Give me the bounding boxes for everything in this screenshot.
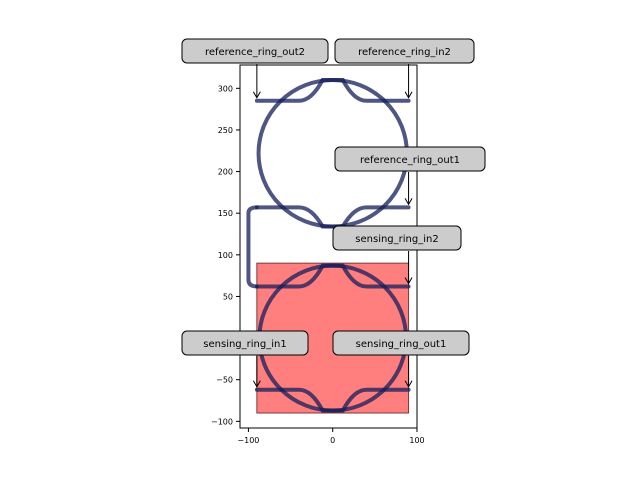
sensing-ring-out1-arrowhead bbox=[404, 380, 413, 388]
y-tick-label: −100 bbox=[211, 417, 233, 426]
sensing-ring-out1-label: sensing_ring_out1 bbox=[356, 339, 447, 350]
y-tick-label: 150 bbox=[218, 209, 233, 218]
bus-waveguide-3 bbox=[254, 263, 411, 289]
reference-ring-out2-label: reference_ring_out2 bbox=[205, 47, 305, 58]
x-tick-label: 100 bbox=[409, 436, 424, 445]
reference-ring-in2-label: reference_ring_in2 bbox=[358, 47, 451, 58]
reference-ring-out1-label-box bbox=[334, 146, 486, 172]
reference-ring-out2-label-box bbox=[181, 38, 329, 64]
reference-ring-in2-label-box bbox=[334, 38, 475, 64]
sensing-ring-in2-label-box bbox=[332, 225, 462, 251]
sensing-ring-in2-label: sensing_ring_in2 bbox=[355, 234, 438, 245]
reference-ring-out1-label: reference_ring_out1 bbox=[360, 155, 460, 166]
sensing-ring-in2-arrowhead bbox=[404, 277, 413, 285]
bus-waveguide-1 bbox=[254, 77, 411, 103]
reference-ring-out2-arrowhead bbox=[252, 91, 261, 99]
bus-waveguide-4 bbox=[254, 387, 411, 413]
sensing-ring-in1-label-box bbox=[181, 330, 309, 356]
y-tick-label: 200 bbox=[218, 168, 233, 177]
bus-waveguide-2 bbox=[254, 205, 411, 229]
y-tick-label: −50 bbox=[216, 376, 233, 385]
y-tick-label: 50 bbox=[223, 292, 233, 301]
connector-waveguide bbox=[246, 205, 259, 289]
sensing-ring-out1-label-box bbox=[332, 330, 470, 356]
sensing-ring-in1-label: sensing_ring_in1 bbox=[203, 339, 286, 350]
x-tick-label: 0 bbox=[330, 436, 335, 445]
reference-ring-out1-arrowhead bbox=[404, 198, 413, 206]
reference-ring-in2-arrowhead bbox=[404, 91, 413, 99]
sensing-ring-in1-arrowhead bbox=[252, 380, 261, 388]
y-tick-label: 250 bbox=[218, 126, 233, 135]
y-tick-label: 300 bbox=[218, 84, 233, 93]
y-tick-label: 100 bbox=[218, 251, 233, 260]
annotations: reference_ring_out2 reference_ring_in2ref… bbox=[181, 38, 486, 388]
x-tick-label: −100 bbox=[237, 436, 259, 445]
